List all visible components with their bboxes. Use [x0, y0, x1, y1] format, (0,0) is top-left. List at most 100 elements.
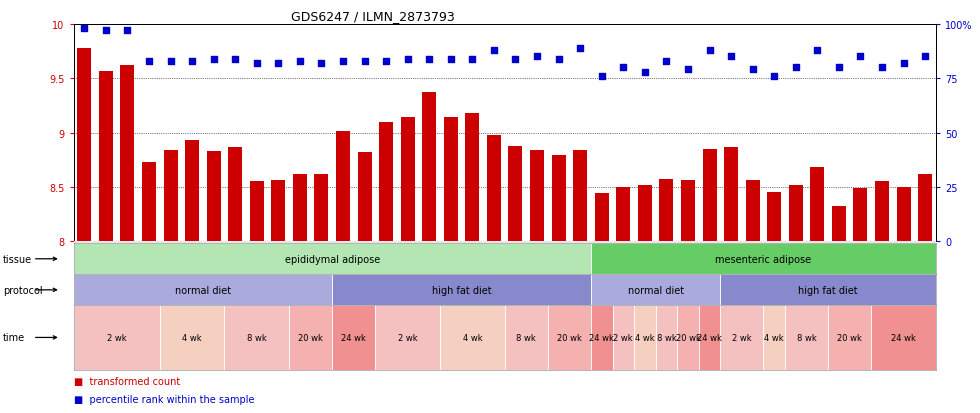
Bar [720, 275, 936, 306]
Point [745, 67, 760, 74]
Bar [74, 244, 591, 275]
Point [270, 61, 286, 67]
Text: 24 wk: 24 wk [697, 333, 722, 342]
Bar [612, 306, 634, 370]
Bar [293, 174, 307, 242]
Bar [828, 306, 871, 370]
Bar [573, 151, 587, 242]
Point [680, 67, 696, 74]
Bar [142, 162, 156, 242]
Bar [703, 150, 716, 242]
Bar [160, 306, 224, 370]
Text: 24 wk: 24 wk [891, 333, 916, 342]
Bar [466, 114, 479, 242]
Text: ■  percentile rank within the sample: ■ percentile rank within the sample [74, 394, 254, 404]
Point [637, 69, 653, 76]
Point [831, 65, 847, 71]
Bar [918, 174, 932, 242]
Point [809, 47, 825, 54]
Bar [681, 181, 695, 242]
Point [400, 56, 416, 63]
Bar [401, 118, 415, 242]
Text: epididymal adipose: epididymal adipose [284, 254, 380, 264]
Bar [487, 135, 501, 242]
Point [486, 47, 502, 54]
Point [76, 26, 92, 33]
Bar [74, 275, 332, 306]
Bar [185, 141, 199, 242]
Bar [289, 306, 332, 370]
Point [874, 65, 890, 71]
Bar [595, 194, 609, 242]
Bar [677, 306, 699, 370]
Text: high fat diet: high fat diet [432, 285, 491, 295]
Text: 24 wk: 24 wk [589, 333, 614, 342]
Bar [548, 306, 591, 370]
Text: 2 wk: 2 wk [398, 333, 417, 342]
Bar [422, 93, 436, 242]
Point [292, 58, 308, 65]
Point [141, 58, 157, 65]
Point [357, 58, 372, 65]
Point [702, 47, 717, 54]
Bar [720, 306, 763, 370]
Point [227, 56, 243, 63]
Text: high fat diet: high fat diet [799, 285, 858, 295]
Bar [207, 152, 220, 242]
Text: 20 wk: 20 wk [298, 333, 323, 342]
Point [249, 61, 265, 67]
Bar [763, 306, 785, 370]
Bar [785, 306, 828, 370]
Point [508, 56, 523, 63]
Point [465, 56, 480, 63]
Text: 8 wk: 8 wk [657, 333, 676, 342]
Bar [379, 122, 393, 242]
Bar [832, 207, 846, 242]
Point [788, 65, 804, 71]
Text: 24 wk: 24 wk [341, 333, 367, 342]
Text: 8 wk: 8 wk [516, 333, 536, 342]
Bar [875, 182, 889, 242]
Point [766, 74, 782, 80]
Bar [121, 66, 134, 242]
Bar [332, 275, 591, 306]
Text: 20 wk: 20 wk [557, 333, 582, 342]
Bar [699, 306, 720, 370]
Bar [634, 306, 656, 370]
Bar [77, 49, 91, 242]
Text: tissue: tissue [3, 254, 32, 264]
Text: 20 wk: 20 wk [675, 333, 701, 342]
Bar [724, 147, 738, 242]
Text: 4 wk: 4 wk [182, 333, 202, 342]
Bar [591, 244, 936, 275]
Text: 20 wk: 20 wk [837, 333, 862, 342]
Point [443, 56, 459, 63]
Text: 4 wk: 4 wk [764, 333, 784, 342]
Text: 2 wk: 2 wk [107, 333, 126, 342]
Bar [250, 182, 264, 242]
Text: GDS6247 / ILMN_2873793: GDS6247 / ILMN_2873793 [290, 10, 455, 23]
Point [98, 28, 114, 35]
Bar [440, 306, 505, 370]
Point [421, 56, 437, 63]
Text: ■  transformed count: ■ transformed count [74, 376, 179, 386]
Bar [656, 306, 677, 370]
Point [378, 58, 394, 65]
Point [184, 58, 200, 65]
Text: 8 wk: 8 wk [247, 333, 267, 342]
Bar [74, 306, 160, 370]
Point [615, 65, 631, 71]
Text: normal diet: normal diet [174, 285, 231, 295]
Point [335, 58, 351, 65]
Point [594, 74, 610, 80]
Text: 2 wk: 2 wk [732, 333, 752, 342]
Text: 8 wk: 8 wk [797, 333, 816, 342]
Bar [315, 174, 328, 242]
Bar [660, 180, 673, 242]
Text: normal diet: normal diet [627, 285, 684, 295]
Bar [509, 146, 522, 242]
Bar [99, 71, 113, 242]
Text: 4 wk: 4 wk [635, 333, 655, 342]
Point [659, 58, 674, 65]
Bar [505, 306, 548, 370]
